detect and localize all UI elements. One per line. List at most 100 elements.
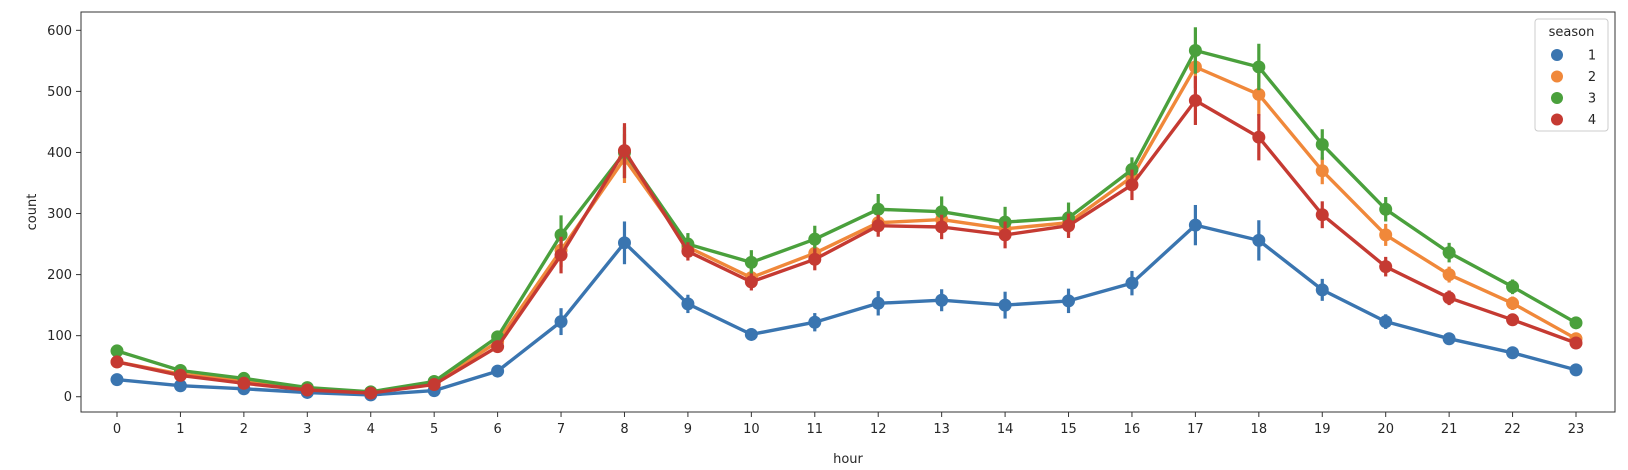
- legend-marker: [1551, 70, 1563, 83]
- x-tick-label: 8: [620, 422, 628, 437]
- y-tick-label: 600: [47, 24, 72, 39]
- legend-marker: [1551, 49, 1563, 61]
- data-point: [935, 293, 949, 307]
- plot-frame: [80, 11, 1616, 413]
- series-line: [115, 223, 1578, 397]
- data-point: [427, 378, 441, 392]
- data-point: [1442, 332, 1456, 346]
- data-point: [1506, 280, 1520, 294]
- data-point: [1062, 219, 1076, 233]
- x-tick-label: 19: [1314, 422, 1331, 437]
- data-point: [1188, 94, 1202, 108]
- y-tick-label: 100: [47, 329, 72, 344]
- data-point: [1315, 138, 1329, 152]
- data-point: [808, 315, 822, 329]
- x-tick-label: 23: [1568, 422, 1585, 437]
- legend-label: 3: [1588, 92, 1596, 107]
- data-point: [1252, 130, 1266, 144]
- data-point: [617, 144, 631, 158]
- data-point: [871, 296, 885, 310]
- data-point: [237, 376, 251, 390]
- legend-label: 2: [1588, 70, 1596, 85]
- data-point: [1252, 87, 1266, 101]
- data-point: [1125, 276, 1139, 290]
- legend-title: season: [1549, 25, 1595, 40]
- data-point: [744, 255, 758, 269]
- data-point: [1315, 283, 1329, 297]
- x-tick-label: 15: [1060, 422, 1077, 437]
- data-point: [935, 220, 949, 234]
- data-point: [110, 344, 124, 358]
- data-point: [110, 373, 124, 387]
- data-point: [681, 244, 695, 258]
- legend-marker: [1551, 113, 1563, 126]
- data-point: [1442, 246, 1456, 260]
- data-point: [1506, 313, 1520, 327]
- data-point: [554, 315, 568, 329]
- axes: 0 1 2 3 4 5 6 7 8 9 10 11 12 13 14 15 16 17 18 19 20 21 22 2301…: [47, 24, 1584, 437]
- data-point: [491, 364, 505, 378]
- data-point: [744, 275, 758, 289]
- y-tick-label: 400: [47, 146, 72, 161]
- data-point: [1569, 363, 1583, 377]
- legend-box: [1534, 18, 1609, 132]
- series-1: [110, 204, 1583, 402]
- x-tick-label: 5: [430, 422, 438, 437]
- x-tick-label: 21: [1441, 422, 1458, 437]
- series-line: [115, 65, 1578, 395]
- x-tick-label: 4: [367, 422, 375, 437]
- legend-label: 4: [1588, 113, 1596, 128]
- x-tick-label: 10: [743, 422, 760, 437]
- legend-marker: [1551, 92, 1563, 104]
- plot-area: [110, 27, 1583, 402]
- data-point: [1379, 260, 1393, 274]
- data-point: [1315, 208, 1329, 222]
- x-tick-label: 12: [870, 422, 887, 437]
- x-tick-label: 0: [113, 422, 121, 437]
- data-point: [808, 232, 822, 246]
- data-point: [808, 252, 822, 266]
- data-point: [1125, 178, 1139, 192]
- data-point: [1506, 296, 1520, 310]
- series-line: [115, 48, 1578, 394]
- x-tick-label: 14: [997, 422, 1014, 437]
- x-tick-label: 17: [1187, 422, 1204, 437]
- data-point: [1379, 315, 1393, 329]
- data-point: [871, 219, 885, 233]
- data-point: [491, 340, 505, 354]
- data-point: [1569, 316, 1583, 330]
- data-point: [871, 202, 885, 216]
- data-point: [998, 298, 1012, 312]
- x-tick-label: 16: [1124, 422, 1141, 437]
- data-point: [1188, 43, 1202, 57]
- data-point: [300, 383, 314, 397]
- x-tick-label: 7: [557, 422, 565, 437]
- y-tick-label: 0: [64, 390, 72, 405]
- data-point: [1188, 218, 1202, 232]
- x-tick-label: 20: [1377, 422, 1394, 437]
- data-point: [554, 248, 568, 262]
- x-tick-label: 3: [303, 422, 311, 437]
- data-point: [935, 205, 949, 219]
- legend-label: 1: [1588, 49, 1596, 64]
- x-tick-label: 6: [493, 422, 501, 437]
- data-point: [554, 228, 568, 242]
- series-4: [110, 76, 1583, 400]
- data-point: [1062, 294, 1076, 308]
- x-axis-title: hour: [833, 452, 863, 467]
- data-point: [173, 379, 187, 393]
- data-point: [173, 368, 187, 382]
- data-point: [681, 297, 695, 311]
- y-tick-label: 300: [47, 207, 72, 222]
- data-point: [1442, 268, 1456, 282]
- y-tick-label: 500: [47, 85, 72, 100]
- data-point: [1315, 164, 1329, 178]
- data-point: [1379, 202, 1393, 216]
- data-point: [1379, 228, 1393, 242]
- x-tick-label: 11: [807, 422, 824, 437]
- data-point: [1506, 346, 1520, 360]
- x-tick-label: 1: [176, 422, 184, 437]
- y-tick-label: 200: [47, 268, 72, 283]
- series-2: [110, 45, 1583, 399]
